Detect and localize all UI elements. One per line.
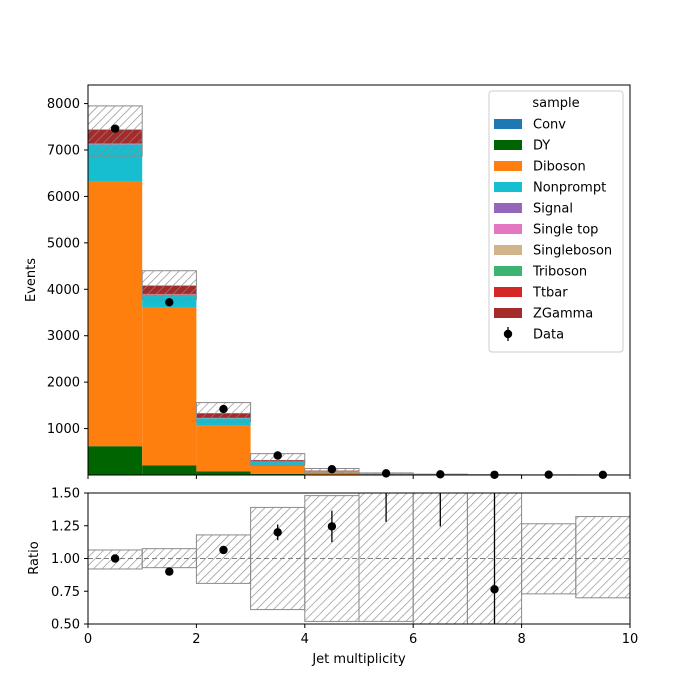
legend-frame bbox=[488, 90, 624, 353]
legend-swatch-dy bbox=[494, 140, 522, 150]
legend-swatch-signal bbox=[494, 203, 522, 213]
data-point-5 bbox=[381, 469, 391, 478]
ratio-band-bin-9 bbox=[575, 516, 630, 599]
legend-label-signal: Signal bbox=[533, 202, 573, 217]
legend-label-triboson: Triboson bbox=[532, 265, 587, 280]
ratio-point-4 bbox=[327, 522, 337, 531]
x-tick-label-8: 8 bbox=[517, 632, 525, 647]
y-tick-label-2000: 2000 bbox=[47, 376, 80, 391]
x-tick-label-0: 0 bbox=[84, 632, 92, 647]
legend-label-conv: Conv bbox=[533, 118, 566, 133]
ratio-band-bin-2 bbox=[195, 534, 252, 584]
ratio-panel: 0.50 0.75 1.00 1.25 1.50 0 2 4 6 8 10 Ratio Jet m… bbox=[27, 487, 638, 668]
y-axis-title-ratio: Ratio bbox=[27, 541, 42, 574]
legend: sample Conv DY Diboson Nonprompt Signal Single… bbox=[488, 90, 624, 353]
x-tick-label-4: 4 bbox=[301, 632, 309, 647]
x-axis-title: Jet multiplicity bbox=[311, 652, 406, 667]
ratio-y-tick-label-3: 1.25 bbox=[51, 519, 80, 534]
legend-label-diboson: Diboson bbox=[533, 160, 586, 175]
ratio-point-0 bbox=[110, 554, 120, 563]
ratio-y-tick-label-2: 1.00 bbox=[51, 552, 80, 567]
bar-dy-bin-0 bbox=[88, 446, 143, 475]
legend-swatch-ttbar bbox=[494, 287, 522, 297]
bar-dy-bin-1 bbox=[142, 465, 197, 475]
legend-swatch-conv bbox=[494, 119, 522, 129]
legend-swatch-nonprompt bbox=[494, 182, 522, 192]
legend-label-dy: DY bbox=[533, 139, 550, 154]
uncertainty-band-bin-1 bbox=[141, 270, 197, 301]
data-point-1 bbox=[165, 298, 174, 307]
data-point-4 bbox=[327, 464, 337, 474]
legend-label-single-top: Single top bbox=[533, 223, 598, 238]
ratio-point-1 bbox=[165, 567, 174, 576]
main-histogram-panel: 1000 2000 3000 4000 5000 6000 7000 8000 Events bbox=[24, 84, 631, 480]
bar-diboson-bin-1 bbox=[142, 307, 197, 466]
data-point-0 bbox=[110, 124, 120, 133]
ratio-y-tick-label-1: 0.75 bbox=[51, 585, 80, 600]
legend-label-nonprompt: Nonprompt bbox=[533, 181, 606, 196]
ratio-point-5 bbox=[490, 585, 499, 594]
ratio-point-2 bbox=[219, 545, 228, 555]
bar-dy-bin-3 bbox=[250, 473, 305, 475]
legend-label-singleboson: Singleboson bbox=[533, 244, 612, 259]
data-point-3 bbox=[273, 451, 282, 460]
bar-diboson-bin-0 bbox=[88, 181, 143, 447]
y-axis-title-events: Events bbox=[24, 258, 39, 302]
x-tick-label-6: 6 bbox=[409, 632, 417, 647]
main-panel-frame bbox=[87, 84, 631, 476]
legend-label-zgamma: ZGamma bbox=[533, 307, 593, 322]
ratio-y-tick-label-0: 0.50 bbox=[51, 618, 80, 633]
bar-diboson-bin-3 bbox=[250, 465, 305, 474]
x-tick-label-2: 2 bbox=[192, 632, 200, 647]
y-tick-label-7000: 7000 bbox=[47, 144, 80, 159]
legend-label-ttbar: Ttbar bbox=[532, 286, 568, 301]
legend-data-marker bbox=[503, 329, 513, 339]
legend-swatch-singleboson bbox=[494, 245, 522, 255]
legend-swatch-single-top bbox=[494, 224, 522, 234]
x-tick-label-10: 10 bbox=[622, 632, 639, 647]
legend-swatch-diboson bbox=[494, 161, 522, 171]
y-tick-label-5000: 5000 bbox=[47, 236, 80, 251]
y-tick-label-4000: 4000 bbox=[47, 283, 80, 298]
legend-swatch-zgamma bbox=[494, 308, 522, 318]
y-tick-label-1000: 1000 bbox=[47, 422, 80, 437]
data-point-2 bbox=[219, 404, 228, 414]
bar-diboson-bin-2 bbox=[196, 425, 251, 472]
ratio-point-3 bbox=[273, 528, 282, 537]
legend-title: sample bbox=[532, 96, 579, 111]
legend-label-data: Data bbox=[533, 328, 564, 343]
y-tick-label-3000: 3000 bbox=[47, 329, 80, 344]
y-tick-label-8000: 8000 bbox=[47, 97, 80, 112]
ratio-y-tick-label-4: 1.50 bbox=[51, 487, 80, 502]
bar-dy-bin-2 bbox=[196, 471, 251, 475]
legend-swatch-triboson bbox=[494, 266, 522, 276]
y-tick-label-6000: 6000 bbox=[47, 190, 80, 205]
data-point-6 bbox=[436, 470, 445, 479]
